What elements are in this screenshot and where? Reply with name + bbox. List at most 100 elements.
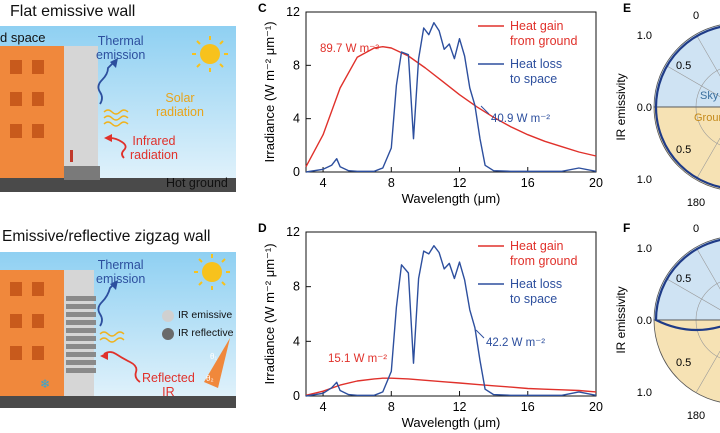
radius-tick-label: 1.0 — [637, 243, 652, 255]
ir-reflective-legend: IR reflective — [178, 327, 234, 339]
ground-region — [653, 319, 720, 403]
angle-tick-label: 180 — [687, 410, 705, 422]
y-axis-label: IR emissivity — [615, 73, 628, 140]
infrared-radiation-arrow — [109, 137, 127, 159]
y-tick-label: 0 — [293, 389, 300, 403]
radius-tick-label: 0.0 — [637, 102, 652, 114]
y-tick-label: 4 — [293, 334, 300, 348]
ir-emissive-legend-dot — [162, 310, 174, 322]
angle-wedge — [204, 338, 230, 388]
panel-letter: E — [623, 1, 631, 15]
loss-annotation: 40.9 W m⁻² — [491, 113, 550, 125]
legend-gain-label: Heat gain — [510, 239, 564, 253]
gain-annotation: 89.7 W m⁻² — [320, 43, 379, 55]
window — [32, 124, 44, 138]
window — [32, 314, 44, 328]
window — [32, 346, 44, 360]
thermal-emission-arrow — [97, 59, 117, 105]
x-tick-label: 12 — [453, 176, 467, 190]
y-tick-label: 12 — [286, 5, 300, 19]
infrared-radiation-label: Infrared radiation — [130, 134, 178, 162]
angular-gridline — [695, 137, 720, 180]
sun-icon — [192, 36, 228, 72]
radius-tick-label: 0.5 — [676, 273, 691, 285]
angular-gridline — [695, 34, 720, 77]
hot-ground — [0, 178, 236, 192]
heat-gain-line — [305, 377, 597, 396]
x-tick-label: 4 — [320, 400, 327, 414]
angle-tick-label: 0 — [693, 10, 699, 22]
ground-region — [653, 106, 720, 190]
reflected-ir-arrow — [103, 351, 141, 383]
thermometer-icon — [70, 150, 73, 162]
gain-annotation: 15.1 W m⁻² — [328, 353, 387, 365]
window — [10, 124, 22, 138]
panel-letter: F — [623, 221, 630, 235]
y-axis-label: Irradiance (W m⁻² μm⁻¹) — [262, 243, 277, 384]
legend-gain-label: from ground — [510, 34, 577, 48]
left-top-title: Flat emissive wall — [10, 3, 136, 20]
legend-gain-label: Heat gain — [510, 19, 564, 33]
heat-gain-line — [305, 46, 597, 168]
plot-frame — [305, 231, 597, 397]
window — [10, 92, 22, 106]
angular-gridline — [695, 247, 720, 290]
polar-chart-f: F1.00.50.00.51.0030150180AIR emissivity — [615, 221, 720, 422]
emissivity-curve — [654, 238, 720, 332]
x-tick-label: 20 — [589, 400, 603, 414]
solar-waves — [99, 331, 125, 343]
angular-gridline — [695, 350, 720, 393]
x-tick-label: 8 — [388, 176, 395, 190]
wall — [64, 270, 94, 400]
y-tick-label: 0 — [293, 165, 300, 179]
angle-tick-label: 0 — [693, 223, 699, 235]
y-axis-label: Irradiance (W m⁻² μm⁻¹) — [262, 21, 277, 162]
sun-icon — [194, 254, 230, 290]
radius-tick-label: 0.5 — [676, 357, 691, 369]
window — [10, 60, 22, 74]
y-tick-label: 12 — [286, 225, 300, 239]
y-tick-label: 8 — [293, 280, 300, 294]
x-axis-label: Wavelength (μm) — [402, 191, 501, 206]
x-axis-label: Wavelength (μm) — [402, 415, 501, 430]
snowflake-icon: ❄ — [40, 377, 50, 391]
emissive-wall — [64, 46, 98, 182]
loss-annotation: 42.2 W m⁻² — [486, 337, 545, 349]
flat-wall-illustration — [0, 26, 236, 192]
wall-base — [64, 166, 100, 180]
window — [32, 282, 44, 296]
theta2-label: θ₂ — [206, 374, 214, 383]
window — [32, 60, 44, 74]
angular-gridline — [665, 64, 720, 97]
plot-frame — [305, 11, 597, 173]
x-tick-label: 8 — [388, 400, 395, 414]
loss-annotation-pointer — [475, 329, 485, 339]
loss-annotation-pointer — [480, 105, 490, 115]
legend-loss-label: Heat loss — [510, 57, 562, 71]
legend-loss-label: to space — [510, 292, 557, 306]
window — [10, 346, 22, 360]
ground-label: Ground — [694, 112, 720, 124]
legend-loss-label: to space — [510, 72, 557, 86]
y-axis-label: IR emissivity — [615, 286, 628, 353]
legend-loss-label: Heat loss — [510, 277, 562, 291]
hot-ground-label: Hot ground — [166, 176, 228, 190]
x-tick-label: 20 — [589, 176, 603, 190]
polar-chart-e: E1.00.50.00.51.0030150180AIR emissivityS… — [615, 1, 720, 209]
radius-tick-label: 0.5 — [676, 144, 691, 156]
y-tick-label: 8 — [293, 58, 300, 72]
x-tick-label: 4 — [320, 176, 327, 190]
thermal-emission-label: Thermal emission — [96, 258, 146, 286]
zigzag-wall-illustration: ❄ — [0, 252, 236, 408]
theta1-label: θ₁ — [210, 352, 218, 361]
sky-region — [653, 237, 720, 321]
y-tick-label: 4 — [293, 112, 300, 126]
window — [10, 282, 22, 296]
heat-loss-line — [305, 245, 597, 397]
x-tick-label: 12 — [453, 400, 467, 414]
sky-region — [653, 24, 720, 108]
ir-reflective-legend-dot — [162, 328, 174, 340]
thermal-emission-arrow — [97, 281, 117, 327]
